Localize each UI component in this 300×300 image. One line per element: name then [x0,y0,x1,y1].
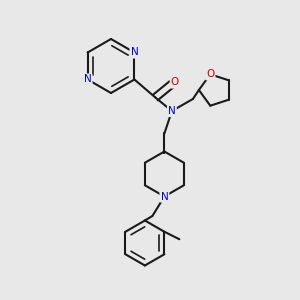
Text: N: N [168,106,176,116]
Text: O: O [171,77,179,88]
Text: N: N [160,191,168,202]
Text: N: N [130,47,138,58]
Text: N: N [84,74,92,85]
Text: O: O [206,69,214,79]
